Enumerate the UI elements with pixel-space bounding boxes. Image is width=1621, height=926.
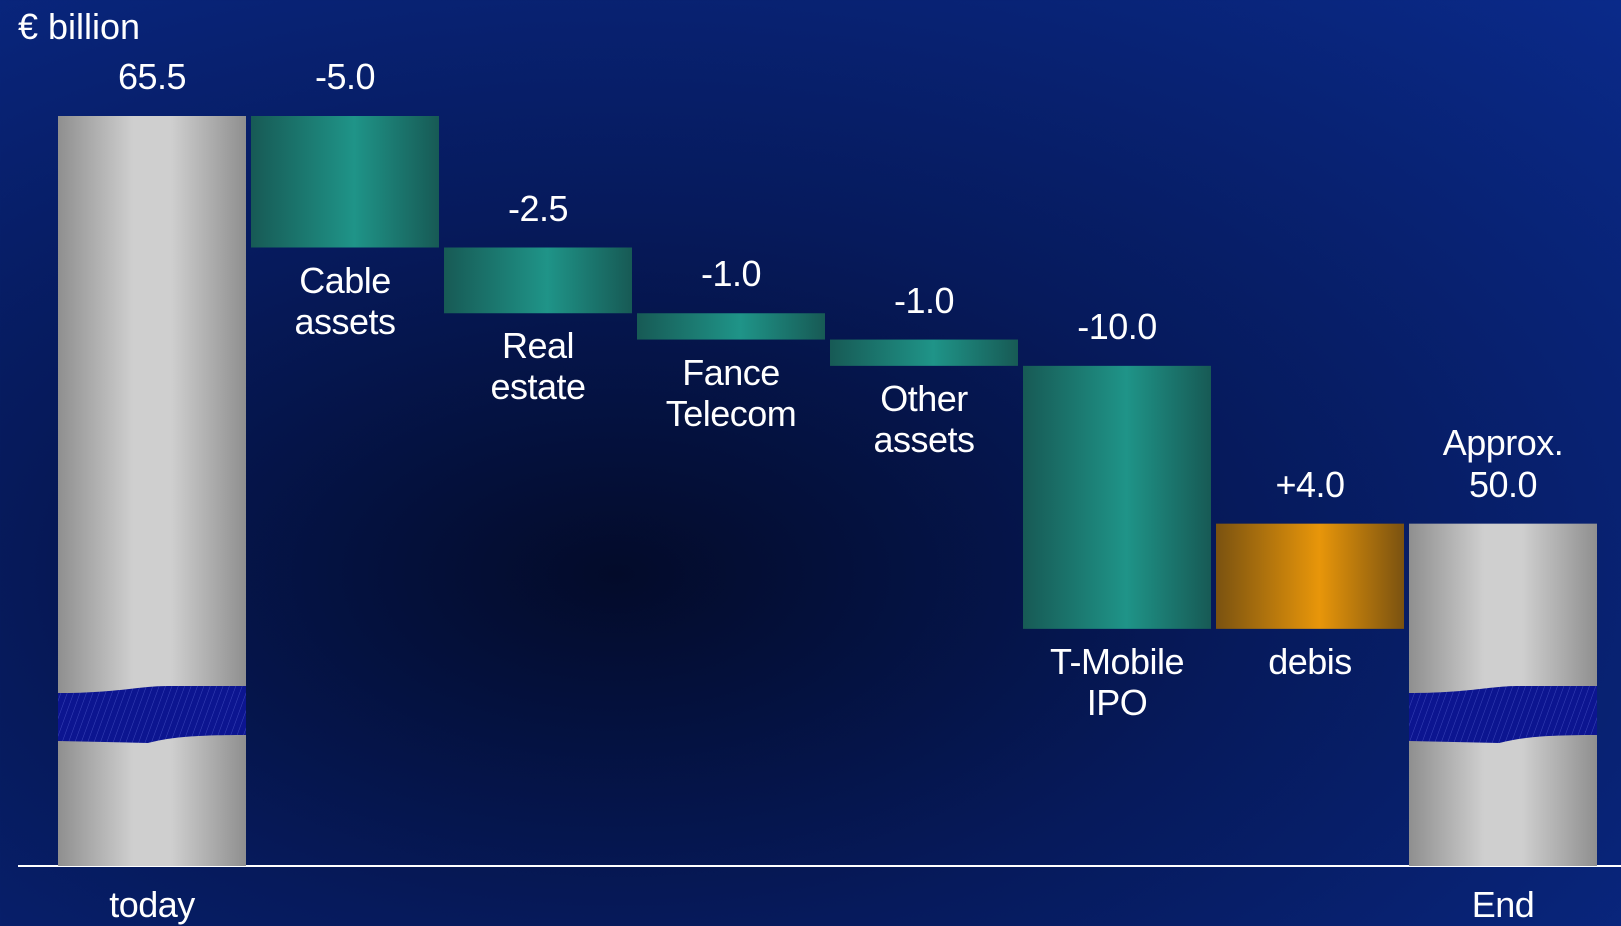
category-label: Real estate	[490, 325, 586, 408]
value-label: -1.0	[893, 279, 955, 321]
category-label: today	[109, 884, 195, 925]
value-label: 65.5	[117, 56, 187, 97]
axis-break	[58, 686, 246, 743]
unit-label: € billion	[18, 6, 141, 47]
value-label: -5.0	[314, 56, 376, 97]
category-label: Other assets	[873, 377, 975, 460]
category-label: Fance Telecom	[665, 351, 797, 434]
category-label: Cable assets	[294, 259, 396, 342]
value-label: +4.0	[1275, 463, 1345, 505]
decrease-bar	[1023, 365, 1211, 629]
total-bar	[58, 116, 246, 866]
value-label: -10.0	[1077, 305, 1157, 347]
increase-bar	[1216, 523, 1404, 629]
category-label: End 2002	[1464, 884, 1543, 926]
decrease-bar	[251, 116, 439, 248]
category-label: T-Mobile IPO	[1049, 640, 1185, 723]
value-label: 50.0	[1468, 463, 1538, 505]
decrease-bar	[444, 247, 632, 314]
category-label: debis	[1268, 640, 1352, 682]
decrease-bar	[830, 339, 1018, 366]
value-label: -1.0	[700, 253, 762, 295]
value-label: -2.5	[507, 187, 569, 229]
axis-break	[1409, 686, 1597, 743]
decrease-bar	[637, 313, 825, 340]
annotation: Approx.	[1442, 421, 1564, 463]
